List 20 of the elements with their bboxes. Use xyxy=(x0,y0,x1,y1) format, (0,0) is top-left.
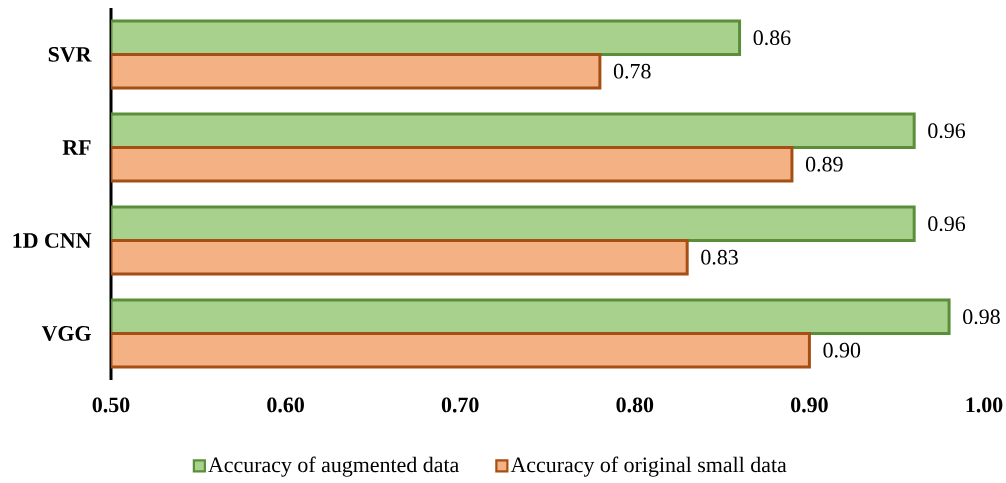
data-label: 0.90 xyxy=(823,342,861,358)
legend-label: Accuracy of augmented data xyxy=(208,456,459,477)
legend-label: Accuracy of original small data xyxy=(510,456,787,477)
data-label: 0.78 xyxy=(613,63,651,79)
x-tick-label: 0.90 xyxy=(791,397,828,413)
x-tick-label: 1.00 xyxy=(966,397,1003,413)
x-tick-label: 0.50 xyxy=(92,397,130,413)
data-label: 0.83 xyxy=(701,249,738,265)
x-tick-label: 0.70 xyxy=(441,397,479,413)
y-tick-label: 1D CNN xyxy=(13,233,92,248)
x-tick-label: 0.80 xyxy=(616,397,654,413)
data-label: 0.96 xyxy=(928,123,966,139)
y-tick-label: RF xyxy=(62,140,91,155)
data-label: 0.89 xyxy=(805,156,843,172)
y-tick-label: SVR xyxy=(48,47,92,62)
y-tick-label: VGG xyxy=(41,326,91,341)
data-label: 0.98 xyxy=(963,309,1000,325)
data-label: 0.86 xyxy=(753,30,791,46)
x-tick-label: 0.60 xyxy=(267,397,304,413)
data-label: 0.96 xyxy=(928,216,966,232)
